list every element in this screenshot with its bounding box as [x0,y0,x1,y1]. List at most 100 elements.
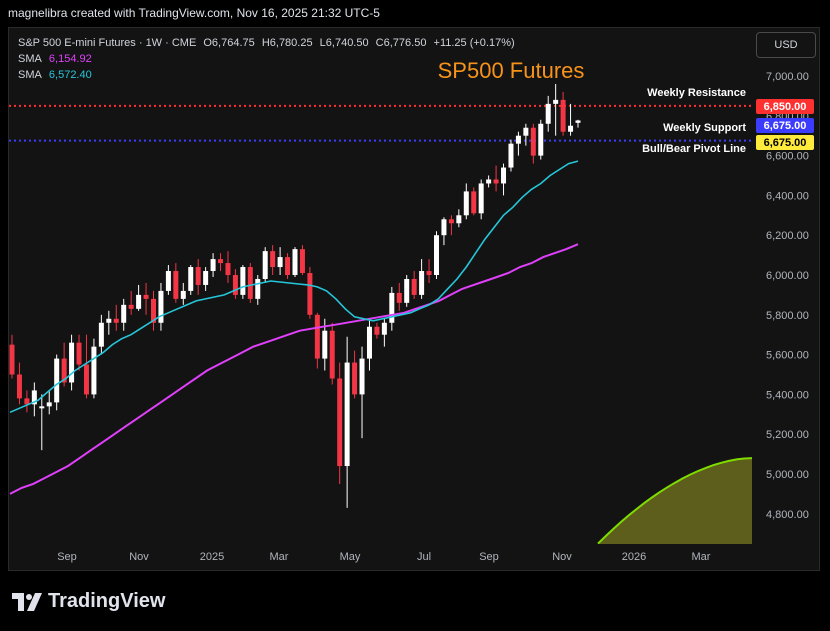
y-tick-label: 4,800.00 [766,509,809,521]
x-tick-label: Mar [692,551,711,563]
price-tag-label: 6,675.00 [764,137,807,149]
candle-body [530,127,536,156]
low-label: L [319,37,326,49]
candle-body [374,326,380,335]
sma2-row: SMA 6,572.40 [18,67,519,83]
candle-body [344,362,350,467]
x-tick-label: Sep [479,551,499,563]
candle-body [240,267,246,295]
x-tick-label: Jul [417,551,431,563]
price-tag-label: 6,850.00 [764,101,807,113]
candle-body [46,402,52,407]
candle-body [218,259,224,264]
candle-body [553,99,559,104]
candle-body [143,294,149,299]
horizontal-line-label: Weekly Resistance [647,87,746,99]
candle-body [210,259,216,272]
x-tick-label: Nov [129,551,149,563]
candle-body [314,314,320,359]
candle-body [76,342,82,365]
y-tick-label: 6,200.00 [766,230,809,242]
sma1-row: SMA 6,154.92 [18,51,519,67]
candle-body [434,235,439,275]
candle-body [389,292,395,323]
x-tick-label: May [340,551,361,563]
candle-body [292,249,298,275]
candle-body [381,322,387,335]
y-tick-label: 6,400.00 [766,190,809,202]
tradingview-logo[interactable]: TradingView [12,590,165,613]
x-tick-label: Nov [552,551,572,563]
candle-body [568,125,574,132]
candle-body [441,219,447,236]
x-tick-label: Sep [57,551,77,563]
candle-body [165,271,171,291]
high-label: H [261,37,270,49]
candle-body [486,179,492,184]
y-tick-label: 6,000.00 [766,270,809,282]
sma-slow-line [9,243,579,495]
price-tag [756,118,814,133]
candle-body [203,271,209,285]
candle-body [359,358,365,395]
candle-body [91,346,97,395]
horizontal-line-label: Weekly Support [663,122,746,134]
projection-edge [597,457,752,544]
sma1-value: 6,154.92 [48,53,92,65]
tradingview-logo-icon [12,592,42,611]
candle-body [61,358,67,383]
high-value: 6,780.25 [269,37,313,49]
candle-body [270,251,276,268]
x-tick-label: 2025 [200,551,224,563]
candle-body [337,378,343,467]
projection-area [598,458,752,544]
y-tick-label: 7,000.00 [766,71,809,83]
chart-legend: S&P 500 E-mini Futures · 1W · CME O6,764… [18,35,519,83]
x-tick-label: 2026 [622,551,646,563]
tradingview-brand: TradingView [48,590,166,612]
candle-body [247,267,253,299]
chart-header: magnelibra created with TradingView.com,… [8,6,380,20]
candle-body [329,330,335,379]
candle-body [352,362,358,395]
candle-body [560,99,566,132]
candle-body [322,330,328,359]
candle-body [396,292,402,303]
y-tick-label: 5,000.00 [766,469,809,481]
candle-body [277,257,283,268]
change-value: +11.25 (+0.17%) [433,37,515,49]
open-label: O [203,37,212,49]
candle-body [501,167,507,184]
candle-body [262,251,268,279]
candle-body [54,358,60,403]
candle-body [16,374,22,399]
candle-body [113,318,119,323]
candle-body [515,135,521,144]
candle-body [366,326,372,359]
sma2-label: SMA [18,69,42,81]
candle-body [411,278,417,295]
candle-body [195,267,201,285]
candle-body [545,103,551,124]
sma-fast-line [9,160,579,414]
sma1-label: SMA [18,53,42,65]
candle-body [24,398,30,405]
candle-body [151,298,156,323]
candle-body [98,322,104,347]
candle-body [299,249,305,274]
low-value: 6,740.50 [325,37,369,49]
currency-button[interactable]: USD [756,32,816,58]
chart-title: SP500 Futures [438,58,585,83]
y-tick-label: 5,400.00 [766,389,809,401]
y-tick-label: 5,800.00 [766,310,809,322]
candle-body [180,290,186,299]
price-tag-label: 6,675.00 [764,120,807,132]
price-tag [756,99,814,114]
candle-body [158,290,164,323]
ohlc-row: S&P 500 E-mini Futures · 1W · CME O6,764… [18,35,519,51]
candle-body [173,271,179,299]
y-tick-label: 5,600.00 [766,350,809,362]
candle-body [31,390,37,405]
